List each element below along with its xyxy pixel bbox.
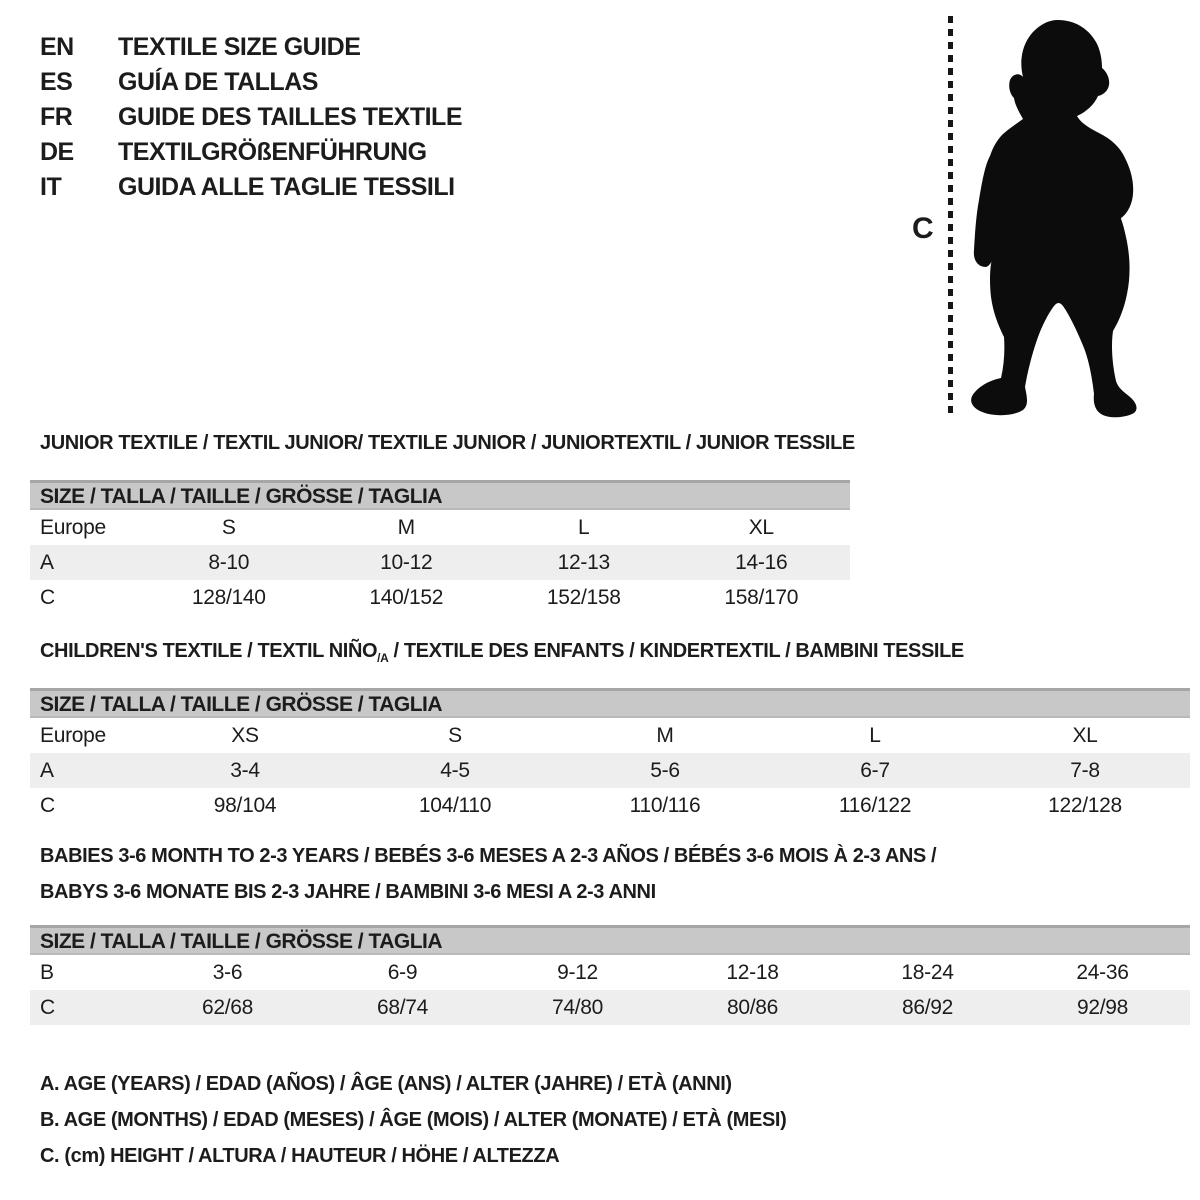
height-measure-dashed-line <box>948 16 953 416</box>
height-cell: 98/104 <box>213 793 277 817</box>
age-cell: 4-5 <box>440 758 470 782</box>
size-cell: XL <box>1072 723 1098 747</box>
row-label: A <box>40 758 54 782</box>
height-cell: 140/152 <box>369 585 444 609</box>
age-cell: 3-4 <box>230 758 260 782</box>
size-cell: L <box>869 723 881 747</box>
lang-title: GUIDE DES TAILLES TEXTILE <box>118 103 463 131</box>
height-measure-label: C <box>912 212 934 245</box>
row-label: B <box>40 960 54 984</box>
measure-legend: A. AGE (YEARS) / EDAD (AÑOS) / ÂGE (ANS)… <box>40 1066 787 1174</box>
babies-section-title-line1: BABIES 3-6 MONTH TO 2-3 YEARS / BEBÉS 3-… <box>40 845 937 867</box>
size-cell: S <box>221 515 236 539</box>
size-header-bar: SIZE / TALLA / TAILLE / GRÖSSE / TAGLIA <box>30 480 850 510</box>
row-label: A <box>40 550 54 574</box>
height-cell: 74/80 <box>551 995 604 1019</box>
height-cell: 128/140 <box>191 585 266 609</box>
height-cell: 86/92 <box>901 995 954 1019</box>
row-label: C <box>40 793 55 817</box>
children-title-subscript: /A <box>377 651 389 665</box>
children-size-row: Europe XS S M L XL <box>30 718 1190 753</box>
row-label: C <box>40 995 55 1019</box>
age-cell: 5-6 <box>650 758 680 782</box>
junior-section-title: JUNIOR TEXTILE / TEXTIL JUNIOR/ TEXTILE … <box>40 432 855 454</box>
height-cell: 110/116 <box>629 793 701 817</box>
size-cell: S <box>448 723 462 747</box>
children-height-row: C 98/104 104/110 110/116 116/122 122/128 <box>30 788 1190 823</box>
size-cell: L <box>578 515 590 539</box>
height-cell: 158/170 <box>724 585 799 609</box>
babies-section-title-line2: BABYS 3-6 MONATE BIS 2-3 JAHRE / BAMBINI… <box>40 881 656 903</box>
months-cell: 12-18 <box>726 960 779 984</box>
months-cell: 6-9 <box>387 960 418 984</box>
months-cell: 18-24 <box>901 960 954 984</box>
junior-size-row: Europe S M L XL <box>30 510 850 545</box>
junior-size-table: SIZE / TALLA / TAILLE / GRÖSSE / TAGLIA … <box>30 480 850 615</box>
lang-code: EN <box>40 33 74 61</box>
babies-height-row: C 62/68 68/74 74/80 80/86 86/92 92/98 <box>30 990 1190 1025</box>
lang-row-de: DE TEXTILGRÖßENFÜHRUNG <box>40 135 462 170</box>
children-age-row: A 3-4 4-5 5-6 6-7 7-8 <box>30 753 1190 788</box>
babies-size-table: SIZE / TALLA / TAILLE / GRÖSSE / TAGLIA … <box>30 925 1190 1025</box>
size-cell: XS <box>231 723 259 747</box>
months-cell: 3-6 <box>212 960 243 984</box>
height-cell: 104/110 <box>418 793 492 817</box>
size-cell: XL <box>748 515 774 539</box>
lang-code: IT <box>40 173 62 201</box>
lang-title: TEXTILGRÖßENFÜHRUNG <box>118 138 427 166</box>
region-label: Europe <box>40 723 106 747</box>
age-cell: 12-13 <box>557 550 611 574</box>
lang-code: ES <box>40 68 73 96</box>
region-label: Europe <box>40 515 106 539</box>
junior-height-row: C 128/140 140/152 152/158 158/170 <box>30 580 850 615</box>
language-title-list: EN TEXTILE SIZE GUIDE ES GUÍA DE TALLAS … <box>40 30 463 205</box>
children-size-table: SIZE / TALLA / TAILLE / GRÖSSE / TAGLIA … <box>30 688 1190 823</box>
age-cell: 6-7 <box>860 758 890 782</box>
height-cell: 62/68 <box>201 995 254 1019</box>
children-title-text: CHILDREN'S TEXTILE / TEXTIL NIÑO <box>40 640 378 662</box>
junior-age-row: A 8-10 10-12 12-13 14-16 <box>30 545 850 580</box>
months-cell: 24-36 <box>1076 960 1129 984</box>
toddler-silhouette-image <box>971 20 1137 418</box>
row-label: C <box>40 585 55 609</box>
lang-title: GUIDA ALLE TAGLIE TESSILI <box>118 173 455 201</box>
age-cell: 7-8 <box>1070 758 1100 782</box>
lang-row-it: IT GUIDA ALLE TAGLIE TESSILI <box>40 170 462 205</box>
lang-title: GUÍA DE TALLAS <box>118 68 318 96</box>
age-cell: 10-12 <box>380 550 433 574</box>
lang-row-es: ES GUÍA DE TALLAS <box>40 65 462 100</box>
legend-line-c: C. (cm) HEIGHT / ALTURA / HAUTEUR / HÖHE… <box>40 1145 560 1167</box>
lang-code: DE <box>40 138 74 166</box>
size-cell: M <box>656 723 674 747</box>
age-cell: 14-16 <box>735 550 788 574</box>
lang-title: TEXTILE SIZE GUIDE <box>118 33 361 61</box>
height-cell: 68/74 <box>376 995 429 1019</box>
legend-line-a: A. AGE (YEARS) / EDAD (AÑOS) / ÂGE (ANS)… <box>40 1073 732 1095</box>
size-cell: M <box>397 515 416 539</box>
height-cell: 116/122 <box>838 793 912 817</box>
lang-row-fr: FR GUIDE DES TAILLES TEXTILE <box>40 100 463 135</box>
lang-code: FR <box>40 103 73 131</box>
height-cell: 122/128 <box>1048 793 1122 817</box>
children-title-text: / TEXTILE DES ENFANTS / KINDERTEXTIL / B… <box>388 640 965 662</box>
babies-months-row: B 3-6 6-9 9-12 12-18 18-24 24-36 <box>30 955 1190 990</box>
months-cell: 9-12 <box>557 960 598 984</box>
size-header-bar: SIZE / TALLA / TAILLE / GRÖSSE / TAGLIA <box>30 925 1190 955</box>
height-cell: 92/98 <box>1076 995 1129 1019</box>
size-header-bar: SIZE / TALLA / TAILLE / GRÖSSE / TAGLIA <box>30 688 1190 718</box>
lang-row-en: EN TEXTILE SIZE GUIDE <box>40 30 462 65</box>
legend-line-b: B. AGE (MONTHS) / EDAD (MESES) / ÂGE (MO… <box>40 1109 787 1131</box>
height-cell: 80/86 <box>726 995 779 1019</box>
children-section-title: CHILDREN'S TEXTILE / TEXTIL NIÑO/A / TEX… <box>40 640 964 665</box>
height-cell: 152/158 <box>546 585 621 609</box>
age-cell: 8-10 <box>208 550 250 574</box>
